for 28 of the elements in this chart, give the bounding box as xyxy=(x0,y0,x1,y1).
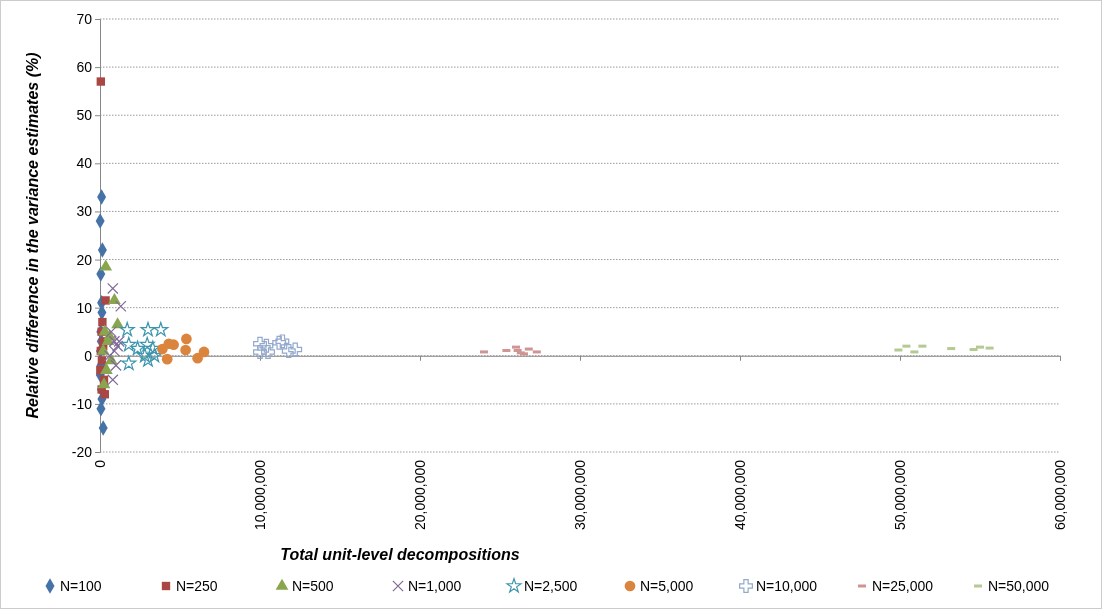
legend-label: N=250 xyxy=(176,578,218,594)
legend-label: N=50,000 xyxy=(988,578,1050,594)
legend-label: N=2,500 xyxy=(524,578,578,594)
y-tick-label: 40 xyxy=(76,155,93,172)
y-tick-label: 30 xyxy=(76,203,93,220)
y-tick-label: 70 xyxy=(76,10,93,27)
y-tick-label: 50 xyxy=(76,107,93,124)
x-tick-label: 10,000,000 xyxy=(252,459,268,531)
y-tick-label: 0 xyxy=(84,347,93,364)
y-tick-label: 10 xyxy=(76,299,93,316)
y-tick-label: -10 xyxy=(71,395,93,412)
legend-label: N=25,000 xyxy=(872,578,934,594)
legend-label: N=10,000 xyxy=(756,578,818,594)
x-tick-label: 50,000,000 xyxy=(892,459,908,531)
x-tick-label: 0 xyxy=(92,459,108,468)
x-tick-label: 60,000,000 xyxy=(1052,459,1068,531)
y-axis-title: Relative difference in the variance estimates (%) xyxy=(24,52,41,419)
y-tick-label: 20 xyxy=(76,251,93,268)
x-tick-label: 20,000,000 xyxy=(412,459,428,531)
x-axis-title: Total unit-level decompositions xyxy=(280,546,520,563)
y-tick-label: 60 xyxy=(76,59,93,76)
legend-label: N=1,000 xyxy=(408,578,462,594)
legend-label: N=500 xyxy=(292,578,334,594)
legend-label: N=5,000 xyxy=(640,578,694,594)
y-tick-label: -20 xyxy=(71,443,93,460)
legend-label: N=100 xyxy=(60,578,102,594)
x-tick-label: 30,000,000 xyxy=(572,459,588,531)
x-tick-label: 40,000,000 xyxy=(732,459,748,531)
